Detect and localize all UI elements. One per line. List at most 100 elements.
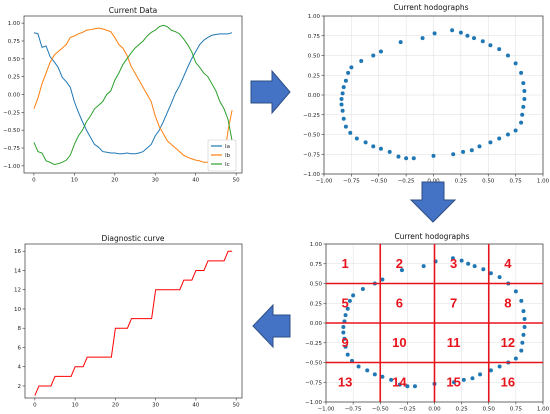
scatter-point <box>343 78 348 83</box>
x-tick-label: 40 <box>192 178 199 184</box>
current-data-legend: Ia Ib Ic <box>207 139 237 172</box>
x-tick-label: 0 <box>33 403 37 409</box>
y-tick-label: 0.25 <box>8 75 21 81</box>
scatter-point <box>341 116 346 121</box>
y-tick-label: −0.25 <box>3 110 20 116</box>
series-line-ia <box>33 32 233 155</box>
region-label-4: 4 <box>504 256 512 271</box>
region-label-2: 2 <box>396 256 403 271</box>
scatter-point <box>497 364 502 369</box>
x-tick-label: 0 <box>32 178 36 184</box>
scatter-point <box>343 124 348 129</box>
x-tick-label: 1.00 <box>537 407 550 413</box>
region-label-13: 13 <box>338 374 352 389</box>
scatter-point <box>505 53 510 58</box>
x-tick-label: 1.00 <box>537 179 550 185</box>
region-label-5: 5 <box>342 295 349 310</box>
x-tick-label: −0.75 <box>345 407 362 413</box>
current-data-title: Current Data <box>109 6 157 15</box>
scatter-point <box>354 136 359 141</box>
scatter-point <box>480 39 485 44</box>
scatter-point <box>472 36 477 41</box>
scatter-point <box>522 89 527 94</box>
y-tick-label: 0.75 <box>8 39 21 45</box>
y-tick-label: 8 <box>18 326 22 332</box>
scatter-point <box>420 36 425 41</box>
panel-hodograph-top: Current hodographs −1.00 −0.75 −0.50 −0.25 0… <box>303 3 549 185</box>
x-tick-label: 10 <box>71 178 78 184</box>
region-label-9: 9 <box>342 335 349 350</box>
scatter-point <box>450 256 455 261</box>
scatter-point <box>345 306 350 311</box>
y-tick-label: 6 <box>18 345 22 351</box>
scatter-point <box>397 382 402 387</box>
scatter-point <box>522 96 527 101</box>
y-tick-label: 0.50 <box>310 282 323 288</box>
scatter-point <box>519 348 524 353</box>
scatter-point <box>522 324 527 329</box>
scatter-point <box>481 267 486 272</box>
y-tick-label: −1.00 <box>303 172 320 178</box>
region-label-12: 12 <box>501 335 515 350</box>
scatter-point <box>451 152 456 157</box>
x-tick-label: 0.75 <box>510 179 523 185</box>
legend-ia-label: Ia <box>225 144 230 150</box>
scatter-point <box>470 376 475 381</box>
panel-current-data: Current Data 0 10 20 30 40 50 −1.00 −0.75 −0.50 −… <box>3 6 243 184</box>
scatter-point <box>488 368 493 373</box>
x-tick-label: 0.25 <box>456 407 469 413</box>
scatter-point <box>356 364 361 369</box>
scatter-point <box>405 384 410 389</box>
diagnostic-line <box>34 250 233 396</box>
y-tick-label: 0.00 <box>310 321 323 327</box>
x-tick-label: −1.00 <box>318 407 335 413</box>
y-tick-label: 4 <box>18 365 22 371</box>
scatter-point <box>380 277 385 282</box>
scatter-point <box>466 261 471 266</box>
y-tick-label: 0.75 <box>308 34 321 40</box>
scatter-point <box>465 33 470 38</box>
y-tick-label: 10 <box>14 307 21 313</box>
diagnostic-curve-title: Diagnostic curve <box>101 234 164 243</box>
x-tick-label: 50 <box>233 178 240 184</box>
scatter-point <box>363 140 368 145</box>
y-tick-label: 0.50 <box>8 57 21 63</box>
x-tick-label: −0.50 <box>372 407 389 413</box>
y-tick-label: −0.50 <box>3 128 20 134</box>
scatter-point <box>472 264 477 269</box>
y-tick-label: 0.25 <box>310 301 323 307</box>
y-tick-label: 1.00 <box>308 14 321 20</box>
x-tick-label: 20 <box>112 403 119 409</box>
scatter-point <box>398 40 403 45</box>
hodograph-top-title: Current hodographs <box>393 3 468 12</box>
scatter-point <box>389 377 394 382</box>
scatter-point <box>488 271 493 276</box>
y-tick-label: 2 <box>18 384 22 390</box>
x-tick-label: 30 <box>152 403 159 409</box>
scatter-point <box>497 275 502 280</box>
region-label-3: 3 <box>450 256 457 271</box>
series-line-ic <box>33 24 233 165</box>
y-tick-label: −0.50 <box>305 361 322 367</box>
y-tick-label: 0.50 <box>308 54 321 60</box>
region-label-7: 7 <box>450 295 457 310</box>
x-tick-label: 40 <box>192 403 199 409</box>
series-line-ib <box>33 27 233 165</box>
scatter-point <box>478 372 483 377</box>
scatter-point <box>461 149 466 154</box>
scatter-point <box>346 70 351 75</box>
scatter-point <box>411 156 416 161</box>
x-tick-label: 0.50 <box>483 407 496 413</box>
scatter-point <box>399 268 404 273</box>
region-label-15: 15 <box>446 374 460 389</box>
y-tick-label: −0.75 <box>3 146 20 152</box>
plot-frame <box>24 243 243 399</box>
scatter-point <box>343 313 348 318</box>
scatter-point <box>431 153 436 158</box>
scatter-point <box>371 53 376 58</box>
x-tick-label: 20 <box>111 178 118 184</box>
scatter-point <box>340 91 345 96</box>
y-tick-label: −0.75 <box>305 380 322 386</box>
scatter-point <box>339 102 344 107</box>
legend-ib-label: Ib <box>225 153 231 159</box>
